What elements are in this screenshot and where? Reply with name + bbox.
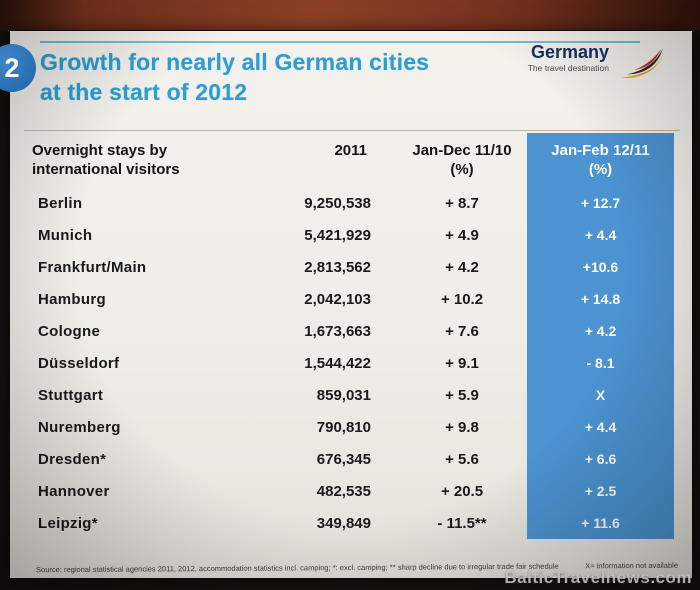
table-cell-janfeb-growth: + 4.2 bbox=[527, 315, 674, 347]
table-cell-jandec-growth: + 7.6 bbox=[445, 322, 479, 340]
table-cell-jandec-growth: + 5.6 bbox=[445, 450, 479, 468]
logo-tagline-text: The travel destination bbox=[527, 63, 609, 73]
table-cell-city: Frankfurt/Main bbox=[38, 258, 147, 276]
table-cell-janfeb-growth: + 11.6 bbox=[527, 507, 674, 539]
table-cell-janfeb-growth: + 2.5 bbox=[527, 475, 674, 507]
slide-title: Growth for nearly all German cities at t… bbox=[40, 47, 429, 107]
table-cell-2011-stays: 1,673,663 bbox=[304, 322, 371, 340]
logo-brand-text: Germany bbox=[530, 42, 609, 62]
table-cell-city: Leipzig* bbox=[38, 514, 98, 532]
watermark-text: BalticTravelnews.com bbox=[504, 568, 692, 587]
table-cell-2011-stays: 482,535 bbox=[316, 482, 371, 500]
slide-title-line2: at the start of 2012 bbox=[40, 79, 248, 105]
column-header-2011: 2011 bbox=[282, 133, 397, 187]
table-cell-janfeb-growth: + 4.4 bbox=[527, 411, 674, 443]
table-cell-jandec-growth: + 9.1 bbox=[445, 354, 479, 372]
table-cell-2011-stays: 2,813,562 bbox=[304, 258, 371, 276]
table-cell-city: Düsseldorf bbox=[38, 354, 120, 372]
table-cell-janfeb-growth: + 14.8 bbox=[527, 283, 674, 315]
table-cell-city: Cologne bbox=[38, 322, 101, 340]
source-footnote: Source: regional statistical agencies 20… bbox=[35, 561, 559, 575]
table-cell-city: Berlin bbox=[38, 194, 83, 212]
column-header-city-label: Overnight stays by international visitor… bbox=[32, 142, 180, 178]
table-cell-city: Hamburg bbox=[38, 290, 106, 308]
column-header-jandec-label: Jan-Dec 11/10 (%) bbox=[412, 142, 512, 178]
table-cell-2011-stays: 1,544,422 bbox=[304, 354, 371, 372]
presentation-slide: Growth for nearly all German cities at t… bbox=[10, 31, 692, 578]
table-cell-jandec-growth: + 9.8 bbox=[445, 418, 479, 436]
table-cell-jandec-growth: + 4.2 bbox=[445, 258, 479, 276]
table-cell-city: Hannover bbox=[38, 482, 110, 500]
table-cell-janfeb-growth: + 4.4 bbox=[527, 219, 674, 251]
germany-tourism-logo: Germany The travel destination bbox=[528, 43, 668, 88]
table-cell-janfeb-growth: X bbox=[527, 379, 674, 411]
column-header-city: Overnight stays by international visitor… bbox=[32, 133, 282, 187]
table-cell-2011-stays: 349,849 bbox=[316, 514, 371, 532]
germany-swoosh-icon bbox=[616, 43, 668, 88]
table-cell-2011-stays: 859,031 bbox=[316, 386, 371, 404]
table-cell-jandec-growth: + 4.9 bbox=[445, 226, 479, 244]
table-cell-janfeb-growth: +10.6 bbox=[527, 251, 674, 283]
column-header-janfeb: Jan-Feb 12/11 (%) bbox=[527, 133, 674, 187]
column-header-janfeb-label: Jan-Feb 12/11 (%) bbox=[551, 142, 650, 178]
table-cell-janfeb-growth: + 6.6 bbox=[527, 443, 674, 475]
table-cell-jandec-growth: + 5.9 bbox=[445, 386, 479, 404]
table-cell-jandec-growth: - 11.5** bbox=[437, 514, 487, 532]
logo-text-block: Germany The travel destination bbox=[527, 42, 609, 74]
table-cell-2011-stays: 5,421,929 bbox=[304, 226, 371, 244]
column-header-jandec: Jan-Dec 11/10 (%) bbox=[397, 133, 527, 187]
stats-table: Overnight stays by international visitor… bbox=[32, 133, 674, 539]
table-cell-city: Stuttgart bbox=[38, 386, 104, 404]
table-cell-janfeb-growth: - 8.1 bbox=[527, 347, 674, 379]
title-divider-line bbox=[40, 41, 640, 43]
slide-title-line1: Growth for nearly all German cities bbox=[40, 49, 430, 75]
table-cell-city: Dresden* bbox=[38, 450, 107, 468]
table-cell-city: Nuremberg bbox=[38, 418, 121, 436]
table-cell-2011-stays: 790,810 bbox=[316, 418, 371, 436]
table-cell-2011-stays: 9,250,538 bbox=[304, 194, 371, 212]
table-cell-2011-stays: 676,345 bbox=[316, 450, 371, 468]
photo-top-red-bar bbox=[0, 0, 700, 30]
table-cell-jandec-growth: + 20.5 bbox=[440, 482, 484, 500]
table-top-divider bbox=[24, 130, 680, 131]
column-header-2011-label: 2011 bbox=[334, 142, 367, 159]
table-cell-2011-stays: 2,042,103 bbox=[304, 290, 371, 308]
table-cell-jandec-growth: + 8.7 bbox=[445, 194, 479, 212]
table-cell-jandec-growth: + 10.2 bbox=[440, 290, 484, 308]
table-cell-city: Munich bbox=[38, 226, 93, 244]
table-cell-janfeb-growth: + 12.7 bbox=[527, 187, 674, 219]
